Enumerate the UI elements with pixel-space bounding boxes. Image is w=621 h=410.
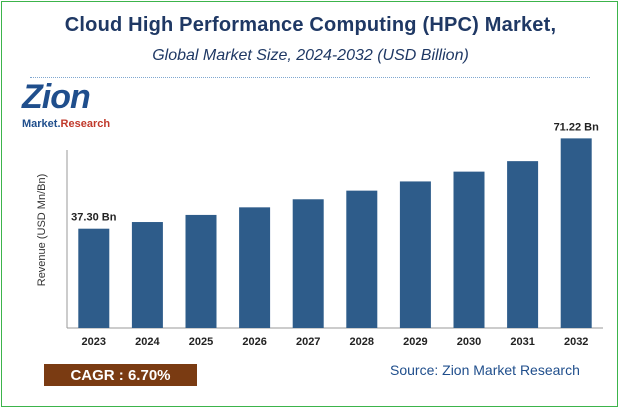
x-tick-label-2029: 2029 (403, 336, 427, 348)
bar-2025 (185, 214, 217, 328)
x-tick-label-2026: 2026 (242, 336, 266, 348)
bar-2024 (131, 222, 163, 328)
logo-subtitle: Market.Research (22, 118, 110, 130)
bar-2023 (78, 228, 110, 328)
cagr-badge: CAGR : 6.70% (44, 364, 197, 386)
bar-2030 (453, 171, 485, 328)
bar-2026 (239, 207, 271, 328)
x-tick-label-2028: 2028 (350, 336, 374, 348)
zion-logo: Zion Market.Research (18, 78, 122, 134)
cagr-label: CAGR : (70, 366, 128, 384)
x-tick-label-2023: 2023 (82, 336, 106, 348)
bar-2027 (292, 199, 324, 328)
x-tick-label-2032: 2032 (564, 336, 588, 348)
logo-sub-right: Research (60, 118, 111, 130)
data-label-2032: 71.22 Bn (554, 121, 600, 133)
x-tick-label-2030: 2030 (457, 336, 481, 348)
logo-sub-left: Market. (22, 118, 61, 130)
x-tick-label-2025: 2025 (189, 336, 213, 348)
title-divider (30, 77, 590, 78)
bar-2028 (346, 190, 378, 328)
x-tick-label-2027: 2027 (296, 336, 320, 348)
logo-word: Zion (22, 78, 91, 116)
chart-subtitle: Global Market Size, 2024-2032 (USD Billi… (152, 47, 469, 64)
data-label-2023: 37.30 Bn (71, 212, 117, 224)
bar-2029 (399, 181, 431, 328)
x-tick-label-2031: 2031 (510, 336, 534, 348)
source-note: Source: Zion Market Research (390, 362, 580, 378)
x-tick-label-2024: 2024 (135, 336, 160, 348)
chart-title: Cloud High Performance Computing (HPC) M… (64, 14, 557, 36)
bar-2031 (507, 161, 539, 328)
bar-2032 (560, 138, 592, 328)
cagr-value: 6.70% (127, 366, 171, 384)
